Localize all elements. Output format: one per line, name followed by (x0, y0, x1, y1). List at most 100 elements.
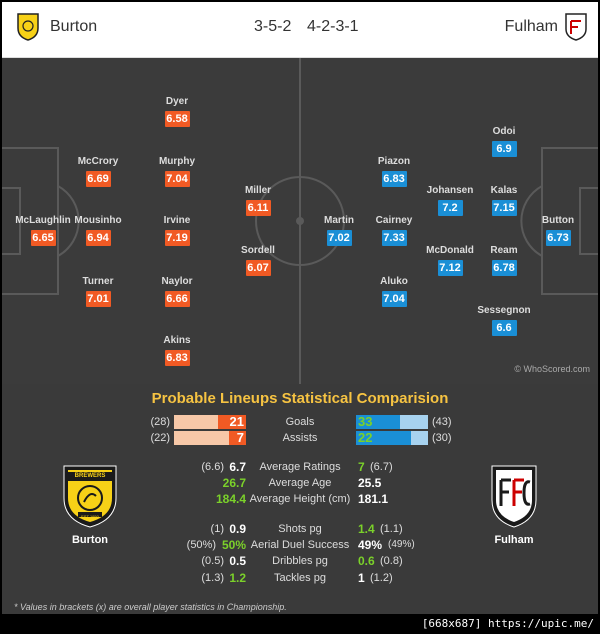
home-stat-value: 0.5 (229, 554, 246, 568)
player-name: Cairney (375, 215, 413, 226)
player-name: Miller (244, 185, 272, 196)
player-card[interactable]: Turner 7.01 (68, 276, 128, 307)
player-name: Johansen (426, 185, 474, 196)
player-name: McCrory (77, 156, 119, 167)
stat-label: Aerial Duel Success (250, 539, 350, 551)
home-stat-bracket: (1.3) (201, 572, 224, 584)
stat-row-average-age: 26.7 Average Age 25.5 (2, 475, 598, 491)
player-card[interactable]: Piazon 6.83 (364, 156, 424, 187)
player-card[interactable]: Dyer 6.58 (147, 96, 207, 127)
player-name: Sessegnon (477, 305, 531, 316)
home-stat-value: 50% (221, 538, 246, 552)
pitch: McLaughlin 6.65 McCrory 6.69 Mousinho 6.… (2, 58, 598, 384)
player-rating: 7.19 (164, 230, 190, 246)
player-card[interactable]: Ream 6.78 (474, 245, 534, 276)
player-card[interactable]: Aluko 7.04 (364, 276, 424, 307)
player-rating: 6.73 (545, 230, 571, 246)
away-stat-bracket: (1.1) (380, 523, 403, 535)
player-card[interactable]: Button 6.73 (528, 215, 588, 246)
lineup-widget: Burton 3-5-2 4-2-3-1 Fulham (2, 2, 598, 614)
player-rating: 6.78 (491, 260, 517, 276)
away-stat-value: 181.1 (358, 492, 389, 506)
player-rating: 6.94 (85, 230, 111, 246)
watermark: © WhoScored.com (514, 364, 590, 374)
home-assists-bracket: (22) (150, 432, 170, 444)
player-rating: 6.83 (164, 350, 190, 366)
away-stat-value: 25.5 (358, 476, 382, 490)
home-badge-label: Burton (71, 534, 109, 546)
player-card[interactable]: Odoi 6.9 (474, 126, 534, 157)
away-goals-bar (356, 415, 400, 429)
home-goals-value: 21 (229, 414, 244, 429)
player-card[interactable]: Mousinho 6.94 (68, 215, 128, 246)
player-card[interactable]: Sessegnon 6.6 (474, 305, 534, 336)
player-card[interactable]: Cairney 7.33 (364, 215, 424, 246)
player-rating: 7.33 (381, 230, 407, 246)
stat-label: Average Ratings (259, 461, 341, 473)
away-stat-value: 49% (358, 538, 383, 552)
stat-label: Average Height (cm) (249, 493, 351, 505)
player-rating: 6.58 (164, 111, 190, 127)
player-card[interactable]: McLaughlin 6.65 (13, 215, 73, 246)
away-stat-value: 7 (358, 460, 365, 474)
player-rating: 7.15 (491, 200, 517, 216)
player-name: Ream (490, 245, 518, 256)
player-card[interactable]: McCrory 6.69 (68, 156, 128, 187)
home-stat-bracket: (0.5) (201, 555, 224, 567)
away-goals-value: 33 (358, 414, 373, 429)
stat-label: Average Age (268, 477, 332, 489)
player-name: Button (541, 215, 575, 226)
player-name: Martin (324, 215, 354, 226)
player-card[interactable]: McDonald 7.12 (420, 245, 480, 276)
away-stat-bracket: (6.7) (370, 461, 393, 473)
home-stat-value: 0.9 (229, 522, 246, 536)
player-card[interactable]: Akins 6.83 (147, 335, 207, 366)
player-rating: 6.11 (245, 200, 271, 216)
player-card[interactable]: Johansen 7.2 (420, 185, 480, 216)
fulham-crest-icon[interactable] (488, 462, 540, 530)
player-name: Akins (163, 335, 191, 346)
home-goals-bar-track: 21 (174, 415, 246, 429)
player-card[interactable]: Naylor 6.66 (147, 276, 207, 307)
away-stat-value: 1 (358, 571, 365, 585)
player-name: Mousinho (74, 215, 122, 226)
home-formation: 3-5-2 (254, 18, 292, 35)
player-rating: 7.04 (381, 291, 407, 307)
player-rating: 6.07 (245, 260, 271, 276)
goals-row: (28) 21 Goals 33 (43) (2, 414, 598, 430)
player-rating: 6.66 (164, 291, 190, 307)
home-assists-value: 7 (236, 430, 244, 445)
player-card[interactable]: Sordell 6.07 (228, 245, 288, 276)
away-stat-bracket: (1.2) (370, 572, 393, 584)
player-card[interactable]: Kalas 7.15 (474, 185, 534, 216)
player-name: Irvine (163, 215, 191, 226)
pitch-markings (2, 58, 598, 384)
player-rating: 6.83 (381, 171, 407, 187)
stat-row-dribbles: (0.5) 0.5 Dribbles pg 0.6 (0.8) (2, 553, 598, 569)
home-goals-bracket: (28) (150, 416, 170, 428)
away-goals-bar-track: 33 (356, 415, 428, 429)
burton-crest-icon[interactable] (60, 462, 120, 530)
player-card[interactable]: Miller 6.11 (228, 185, 288, 216)
player-name: Sordell (241, 245, 275, 256)
player-rating: 7.01 (85, 291, 111, 307)
away-assists-bar (356, 431, 411, 445)
home-assists-bar-track: 7 (174, 431, 246, 445)
player-card[interactable]: Irvine 7.19 (147, 215, 207, 246)
player-card[interactable]: Martin 7.02 (309, 215, 369, 246)
burton-crest-year: EST 1950 (81, 514, 99, 519)
player-name: Piazon (377, 156, 411, 167)
stat-label: Tackles pg (274, 572, 326, 584)
stat-row-shots: (1) 0.9 Shots pg 1.4 (1.1) (2, 521, 598, 537)
player-rating: 6.65 (30, 230, 56, 246)
assists-row: (22) 7 Assists 22 (30) (2, 430, 598, 446)
player-card[interactable]: Murphy 7.04 (147, 156, 207, 187)
player-name: McDonald (426, 245, 474, 256)
away-team-name[interactable]: Fulham (504, 18, 558, 35)
home-team-name[interactable]: Burton (50, 18, 98, 35)
home-stat-bracket: (50%) (186, 539, 216, 551)
away-formation: 4-2-3-1 (307, 18, 359, 35)
player-name: Turner (82, 276, 114, 287)
player-name: Dyer (165, 96, 189, 107)
